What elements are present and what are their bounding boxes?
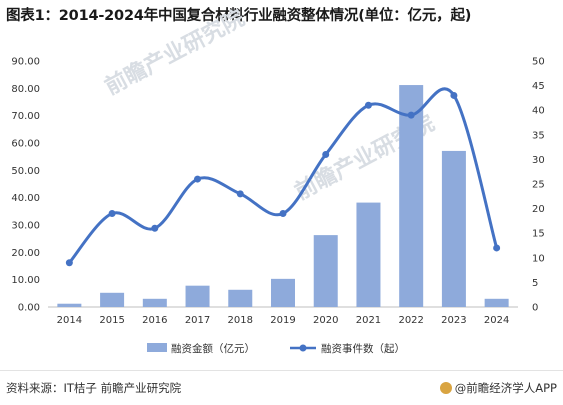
x-tick-label: 2018 [228, 315, 253, 326]
left-tick-label: 40.00 [11, 193, 40, 204]
watermark-text: 前瞻产业研究院 [101, 5, 249, 100]
bar [356, 202, 381, 307]
x-axis-ticks: 2014 2015 2016 2017 2018 2019 2020 2021 2022 2023… [57, 315, 510, 326]
right-tick-label: 45 [532, 81, 545, 92]
bar [484, 298, 509, 307]
left-tick-label: 0.00 [18, 303, 40, 314]
legend-bar-label: 融资金额（亿元） [171, 342, 255, 355]
right-tick-label: 35 [532, 130, 545, 141]
left-tick-label: 90.00 [11, 57, 40, 68]
x-tick-label: 2024 [484, 315, 509, 326]
line-path [68, 87, 499, 264]
right-axis-ticks: 0 5 10 15 20 25 30 35 40 45 50 [532, 57, 545, 314]
bar [441, 150, 466, 307]
bar [399, 85, 424, 307]
bar [313, 235, 338, 307]
right-tick-label: 40 [532, 106, 545, 117]
left-tick-label: 20.00 [11, 248, 40, 259]
legend-bar-swatch [147, 343, 167, 352]
brand-text: @前瞻经济学人APP [454, 381, 557, 395]
bar [185, 285, 210, 307]
right-tick-label: 5 [532, 278, 538, 289]
line-point [108, 210, 116, 218]
line-series [65, 87, 501, 267]
legend-line-label: 融资事件数（起） [321, 342, 405, 355]
line-point [279, 210, 287, 218]
right-tick-label: 25 [532, 180, 545, 191]
right-tick-label: 30 [532, 155, 545, 166]
left-tick-label: 10.00 [11, 275, 40, 286]
x-tick-label: 2016 [142, 315, 167, 326]
left-tick-label: 60.00 [11, 139, 40, 150]
right-tick-label: 0 [532, 303, 538, 314]
bar [100, 292, 125, 307]
line-point [322, 150, 330, 158]
x-tick-label: 2017 [185, 315, 210, 326]
bar [142, 298, 167, 307]
line-point [194, 175, 202, 183]
bar [271, 278, 295, 307]
right-tick-label: 15 [532, 229, 545, 240]
x-tick-label: 2022 [398, 315, 423, 326]
line-point [364, 101, 372, 109]
line-point [450, 91, 458, 99]
line-point [493, 244, 501, 252]
x-tick-label: 2021 [356, 315, 381, 326]
right-tick-label: 10 [532, 253, 545, 264]
bar-series [57, 85, 509, 307]
x-tick-label: 2023 [441, 315, 466, 326]
legend: 融资金额（亿元） 融资事件数（起） [147, 342, 405, 355]
brand-logo-icon [439, 382, 452, 394]
left-tick-label: 80.00 [11, 84, 40, 95]
left-tick-label: 30.00 [11, 221, 40, 232]
bar [228, 289, 253, 307]
left-tick-label: 70.00 [11, 111, 40, 122]
right-tick-label: 50 [532, 57, 545, 68]
source-note: 资料来源：IT桔子 前瞻产业研究院 [6, 381, 182, 395]
left-tick-label: 50.00 [11, 166, 40, 177]
chart-title: 图表1：2014-2024年中国复合材料行业融资整体情况(单位：亿元，起) [6, 8, 472, 24]
legend-line-marker [299, 344, 307, 352]
line-point [151, 224, 159, 232]
brand-credit: @前瞻经济学人APP [439, 380, 557, 396]
left-axis-ticks: 0.00 10.00 20.00 30.00 40.00 50.00 60.00 70.00 8… [11, 57, 40, 314]
line-point [407, 111, 415, 119]
x-tick-label: 2014 [57, 315, 82, 326]
line-point [65, 259, 73, 267]
x-tick-label: 2019 [270, 315, 295, 326]
line-point [236, 190, 244, 198]
right-tick-label: 20 [532, 204, 545, 215]
x-tick-label: 2020 [313, 315, 338, 326]
bar [57, 303, 82, 307]
footer-divider [0, 370, 563, 371]
x-tick-label: 2015 [99, 315, 124, 326]
